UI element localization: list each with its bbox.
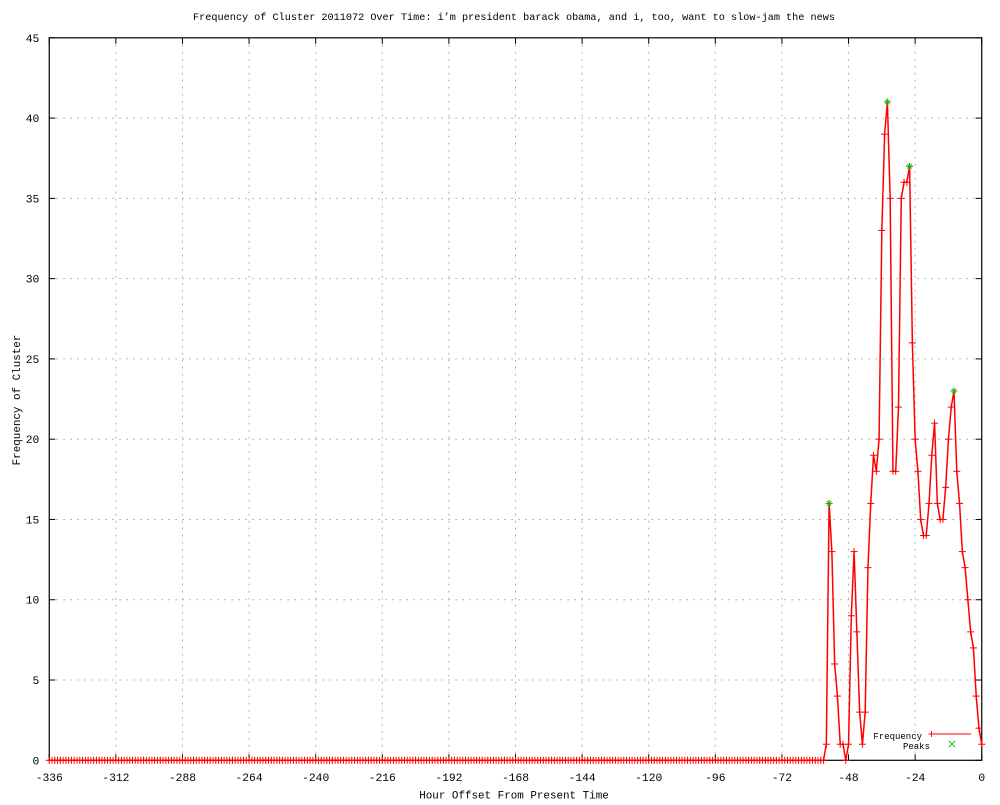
svg-text:35: 35: [26, 194, 40, 206]
svg-text:5: 5: [32, 676, 39, 688]
svg-text:-48: -48: [838, 773, 859, 785]
svg-text:-24: -24: [905, 773, 926, 785]
svg-text:Frequency: Frequency: [873, 732, 922, 742]
svg-text:40: 40: [26, 114, 40, 126]
svg-text:-216: -216: [369, 773, 396, 785]
svg-text:30: 30: [26, 275, 40, 287]
svg-text:-72: -72: [772, 773, 792, 785]
svg-text:-168: -168: [502, 773, 529, 785]
svg-text:15: 15: [26, 515, 40, 527]
svg-text:-288: -288: [169, 773, 196, 785]
svg-text:25: 25: [26, 355, 40, 367]
svg-text:-192: -192: [435, 773, 462, 785]
svg-text:10: 10: [26, 596, 40, 608]
svg-text:45: 45: [26, 34, 40, 46]
svg-text:-264: -264: [236, 773, 263, 785]
svg-text:20: 20: [26, 435, 40, 447]
svg-text:0: 0: [32, 756, 39, 768]
svg-text:-144: -144: [569, 773, 596, 785]
svg-text:-312: -312: [102, 773, 129, 785]
svg-text:Frequency of Cluster: Frequency of Cluster: [12, 335, 24, 466]
svg-text:-96: -96: [705, 773, 726, 785]
svg-text:-240: -240: [302, 773, 329, 785]
svg-text:Peaks: Peaks: [903, 742, 930, 752]
svg-text:-120: -120: [635, 773, 662, 785]
svg-text:Hour Offset From Present Time: Hour Offset From Present Time: [419, 791, 609, 801]
svg-text:Frequency of Cluster 2011072 O: Frequency of Cluster 2011072 Over Time: …: [193, 12, 835, 24]
svg-text:-336: -336: [36, 773, 63, 785]
svg-text:0: 0: [978, 773, 985, 785]
